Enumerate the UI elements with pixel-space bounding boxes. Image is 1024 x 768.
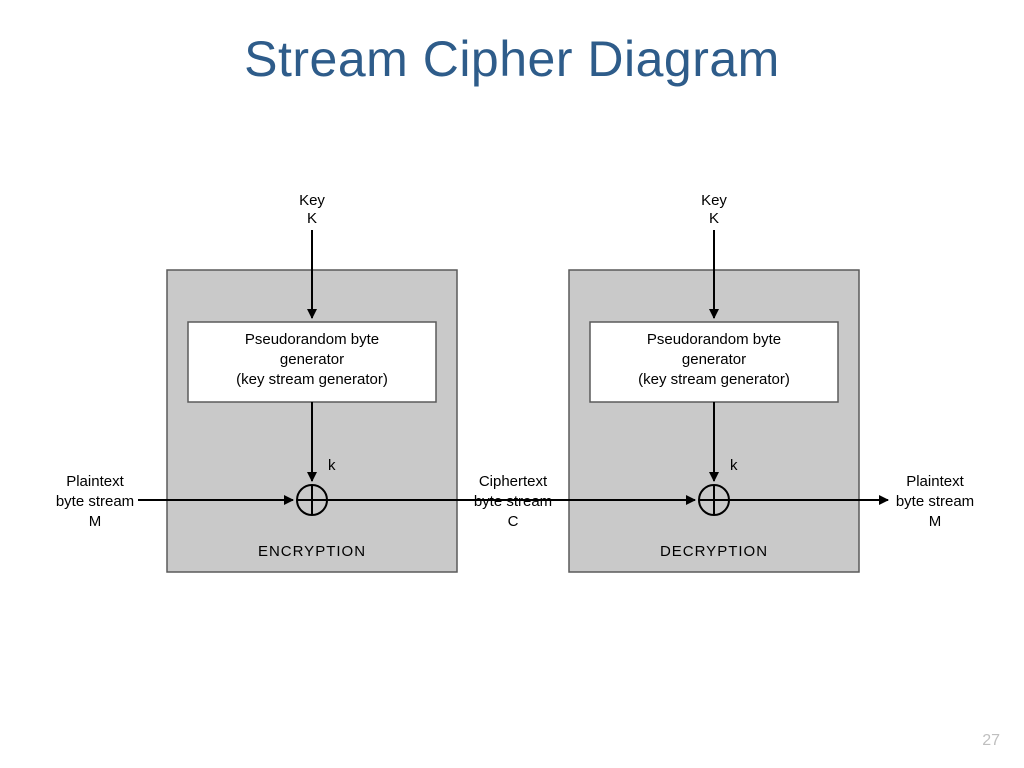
xor-icon-right [699,485,729,515]
key-label-left-1: Key [299,192,325,209]
plaintext-in-line2: byte stream [56,493,134,510]
generator-label-left-2: generator [280,351,344,368]
diagram-svg: Pseudorandom byte generator (key stream … [0,0,1024,768]
plaintext-in-line3: M [89,513,102,530]
key-label-right-2: K [709,210,719,227]
plaintext-out-line3: M [929,513,942,530]
ciphertext-line2: byte stream [474,493,552,510]
k-label-right: k [730,457,738,474]
key-label-left-2: K [307,210,317,227]
generator-label-right-2: generator [682,351,746,368]
ciphertext-line3: C [508,513,519,530]
generator-label-right-1: Pseudorandom byte [647,331,781,348]
slide: Stream Cipher Diagram Pseudorandom byte … [0,0,1024,768]
plaintext-in-line1: Plaintext [66,473,124,490]
decryption-caption: DECRYPTION [660,543,768,560]
k-label-left: k [328,457,336,474]
plaintext-out-line1: Plaintext [906,473,964,490]
plaintext-out-line2: byte stream [896,493,974,510]
generator-label-left-3: (key stream generator) [236,371,388,388]
key-label-right-1: Key [701,192,727,209]
ciphertext-line1: Ciphertext [479,473,548,490]
page-number: 27 [982,732,1000,750]
generator-label-right-3: (key stream generator) [638,371,790,388]
generator-label-left-1: Pseudorandom byte [245,331,379,348]
encryption-caption: ENCRYPTION [258,543,366,560]
xor-icon-left [297,485,327,515]
